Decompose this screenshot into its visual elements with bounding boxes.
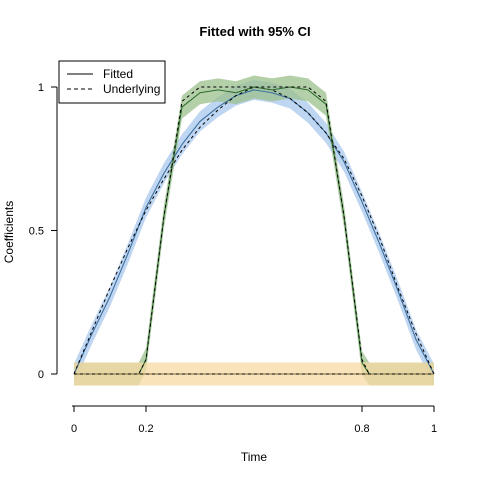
y-axis-label: Coefficients bbox=[2, 201, 16, 263]
fitted-line-1 bbox=[73, 89, 435, 375]
y-tick-label: 1 bbox=[38, 82, 44, 94]
legend: Fitted Underlying bbox=[58, 60, 166, 104]
y-tick-label: 0 bbox=[38, 369, 44, 381]
legend-label-fitted: Fitted bbox=[103, 67, 133, 81]
x-tick-label: 0.2 bbox=[138, 423, 153, 435]
underlying-line-2 bbox=[74, 86, 434, 375]
underlying-line-1 bbox=[73, 86, 435, 375]
fitted-line-2 bbox=[74, 86, 434, 375]
chart-title: Fitted with 95% CI bbox=[199, 24, 310, 39]
x-tick-label: 0 bbox=[71, 423, 77, 435]
y-axis-ticks: 00.51 bbox=[29, 82, 57, 381]
x-axis-label: Time bbox=[241, 450, 268, 464]
x-tick-label: 1 bbox=[431, 423, 437, 435]
legend-box bbox=[58, 60, 166, 104]
ci-band-1 bbox=[74, 79, 434, 385]
x-tick-label: 0.8 bbox=[354, 423, 369, 435]
series-lines bbox=[73, 86, 435, 375]
ci-band-2 bbox=[74, 75, 434, 386]
confidence-bands bbox=[74, 75, 434, 386]
x-axis-ticks: 0 0.2 0.8 1 bbox=[71, 406, 437, 435]
legend-label-underlying: Underlying bbox=[103, 82, 160, 96]
y-tick-label: 0.5 bbox=[29, 226, 44, 238]
